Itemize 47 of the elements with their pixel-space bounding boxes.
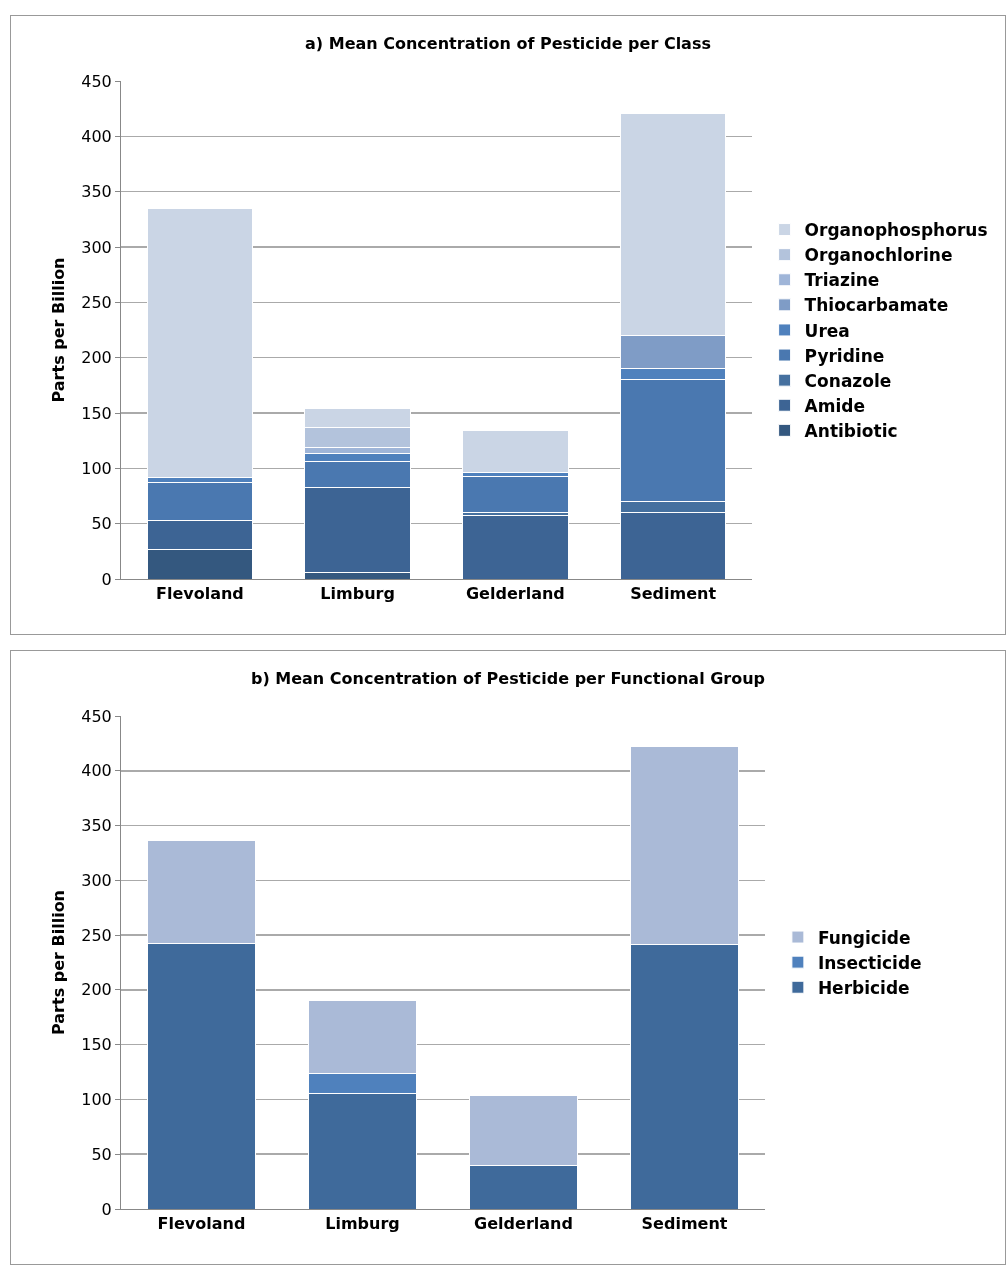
chart-title: a) Mean Concentration of Pesticide per Class [305,33,711,53]
legend-label: Fungicide [817,927,911,948]
legend-label: Insecticide [817,952,922,973]
y-tick-label: 50 [91,514,112,534]
y-axis-title: Parts per Billion [49,889,69,1036]
legend-label: Pyridine [804,345,885,366]
legend-label: Thiocarbamate [804,295,949,316]
x-tick-label: Flevoland [155,584,244,604]
x-tick-label: Gelderland [474,1214,573,1234]
y-tick-label: 250 [81,292,112,312]
x-tick-label: Gelderland [465,584,565,604]
legend-label: Triazine [804,270,880,291]
legend-label: Herbicide [817,977,910,998]
y-tick-label: 400 [81,126,112,146]
x-tick-label: Limburg [320,584,395,604]
y-tick-label: 350 [81,182,112,202]
y-tick-label: 200 [81,348,112,368]
y-tick-label: 400 [81,761,112,781]
y-tick-label: 450 [81,71,112,91]
y-tick-label: 100 [81,1090,112,1110]
y-tick-label: 0 [101,1199,112,1219]
y-tick-label: 450 [81,706,112,726]
legend-label: Organophosphorus [804,220,988,241]
y-tick-label: 350 [81,816,112,836]
bar [462,430,569,474]
y-tick-label: 150 [81,1035,112,1055]
legend-label: Conazole [804,370,892,391]
y-tick-label: 250 [81,925,112,945]
y-tick-label: 200 [81,980,112,1000]
y-tick-label: 300 [81,237,112,257]
legend-label: Urea [804,320,850,341]
x-tick-label: Sediment [641,1214,728,1234]
chart-title: b) Mean Concentration of Pesticide per Functional Group [250,668,766,688]
y-tick-label: 300 [81,870,112,890]
y-axis-title: Parts per Billion [49,257,69,403]
y-tick-label: 100 [81,458,112,478]
legend-label: Organochlorine [804,245,953,266]
x-tick-label: Limburg [325,1214,400,1234]
legend-label: Antibiotic [804,420,898,441]
legend-label: Amide [804,395,866,416]
bar [462,515,569,579]
y-tick-label: 50 [91,1144,112,1164]
y-tick-label: 0 [101,569,112,589]
bar [462,475,569,514]
y-tick-label: 150 [81,403,112,423]
x-tick-label: Sediment [630,584,717,604]
x-tick-label: Flevoland [157,1214,246,1234]
